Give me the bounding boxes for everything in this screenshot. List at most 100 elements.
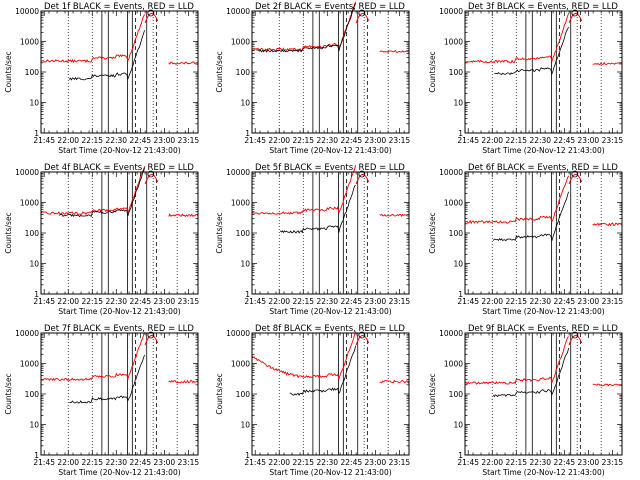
x-tick-label: 21:45: [457, 458, 479, 467]
plot-frame: [464, 171, 623, 295]
x-tick-label: 22:45: [341, 297, 363, 306]
y-tick-label: 10000: [15, 329, 39, 338]
y-tick-label: 1000: [231, 360, 250, 369]
panel-6: Det 6f BLACK = Events, RED = LLD Counts/s…: [428, 163, 623, 316]
plot-frame: [40, 332, 199, 456]
y-axis-label: Counts/sec: [428, 212, 437, 253]
plot-frame: [464, 332, 623, 456]
y-tick-label: 1: [245, 451, 250, 460]
y-tick-label: 100: [449, 68, 464, 77]
x-tick-label: 23:15: [389, 136, 411, 145]
x-tick-label: 23:00: [365, 297, 387, 306]
y-tick-label: 10: [453, 421, 463, 430]
panel-title: Det 9f BLACK = Events, RED = LLD: [468, 324, 618, 334]
y-tick-label: 100: [236, 390, 251, 399]
x-tick-label: 23:00: [365, 458, 387, 467]
lld-series-line: [592, 222, 623, 227]
y-axis-label: Counts/sec: [215, 373, 224, 414]
y-tick-label: 1: [34, 129, 39, 138]
plot-frame: [251, 332, 410, 456]
y-tick-label: 10: [29, 99, 39, 108]
flare-marker: [358, 331, 366, 339]
y-tick-label: 10000: [226, 168, 250, 177]
y-axis-label: Counts/sec: [4, 51, 13, 92]
events-series-line: [492, 191, 569, 242]
x-tick-label: 21:45: [33, 136, 55, 145]
flare-marker: [571, 170, 579, 178]
flare-marker: [358, 9, 366, 17]
y-tick-label: 100: [449, 229, 464, 238]
panel-8: Det 8f BLACK = Events, RED = LLD Counts/s…: [215, 324, 410, 477]
flare-peak-line: [568, 13, 583, 24]
flare-marker: [571, 331, 579, 339]
x-tick-label: 23:15: [178, 458, 200, 467]
flare-marker: [571, 9, 579, 17]
x-tick-label: 22:45: [341, 458, 363, 467]
y-axis-label: Counts/sec: [428, 51, 437, 92]
y-tick-label: 100: [236, 68, 251, 77]
flare-peak-line: [144, 335, 159, 346]
x-tick-label: 23:00: [365, 136, 387, 145]
y-tick-label: 1000: [444, 199, 463, 208]
lld-series-line: [40, 166, 146, 216]
panel-title: Det 8f BLACK = Events, RED = LLD: [255, 324, 405, 334]
y-tick-label: 1: [245, 129, 250, 138]
x-tick-label: 23:15: [178, 297, 200, 306]
y-tick-label: 10: [240, 260, 250, 269]
x-axis-label: Start Time (20-Nov-12 21:43:00): [58, 468, 180, 477]
y-tick-label: 10000: [226, 7, 250, 16]
events-series-line: [58, 167, 145, 218]
lld-series-line: [40, 14, 145, 64]
x-tick-label: 22:45: [130, 297, 152, 306]
flare-marker: [147, 170, 155, 178]
lld-series-line: [40, 332, 146, 382]
x-axis-label: Start Time (20-Nov-12 21:43:00): [482, 307, 604, 316]
x-tick-label: 22:30: [316, 136, 338, 145]
x-tick-label: 23:00: [154, 136, 176, 145]
plot-frame: [251, 171, 410, 295]
events-series-line: [289, 345, 356, 396]
events-series-line: [492, 348, 569, 398]
flare-marker: [358, 170, 366, 178]
x-tick-label: 22:30: [105, 458, 127, 467]
x-tick-label: 22:30: [529, 458, 551, 467]
plot-frame: [40, 10, 199, 134]
panel-title: Det 6f BLACK = Events, RED = LLD: [468, 163, 618, 173]
lld-series-line: [465, 175, 570, 225]
events-series-line: [279, 184, 356, 234]
y-axis-label: Counts/sec: [4, 212, 13, 253]
x-tick-label: 22:45: [554, 458, 576, 467]
x-tick-label: 21:45: [33, 458, 55, 467]
y-tick-label: 1000: [444, 38, 463, 47]
lld-series-line: [168, 213, 199, 218]
y-tick-label: 10000: [226, 329, 250, 338]
x-tick-label: 22:15: [505, 458, 527, 467]
y-tick-label: 10000: [439, 7, 463, 16]
y-tick-label: 10: [240, 421, 250, 430]
panel-title: Det 2f BLACK = Events, RED = LLD: [255, 2, 405, 12]
x-tick-label: 23:15: [602, 136, 624, 145]
y-axis-label: Counts/sec: [215, 212, 224, 253]
x-axis-label: Start Time (20-Nov-12 21:43:00): [269, 146, 391, 155]
lld-series-line: [379, 49, 410, 54]
y-tick-label: 10000: [439, 329, 463, 338]
x-tick-label: 23:15: [602, 297, 624, 306]
x-axis-label: Start Time (20-Nov-12 21:43:00): [269, 307, 391, 316]
lld-series-line: [464, 13, 570, 64]
x-tick-label: 22:45: [554, 297, 576, 306]
panel-title: Det 1f BLACK = Events, RED = LLD: [44, 2, 194, 12]
x-tick-label: 22:15: [81, 297, 103, 306]
x-tick-label: 22:15: [505, 136, 527, 145]
y-tick-label: 1000: [20, 199, 39, 208]
flare-peak-line: [568, 174, 583, 185]
x-tick-label: 21:45: [457, 136, 479, 145]
y-tick-label: 1: [458, 129, 463, 138]
flare-peak-line: [144, 13, 159, 24]
y-tick-label: 100: [449, 390, 464, 399]
flare-peak-line: [144, 174, 159, 185]
lld-series-line: [592, 61, 623, 66]
plot-frame: [251, 10, 410, 134]
x-tick-label: 22:30: [316, 458, 338, 467]
x-tick-label: 22:00: [268, 458, 290, 467]
